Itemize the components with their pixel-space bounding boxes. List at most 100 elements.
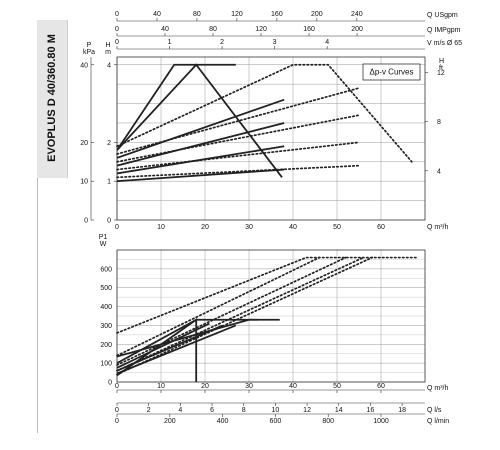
y-tick-label: 2 <box>107 140 111 147</box>
bottom-axis-tick-label: 12 <box>303 407 311 414</box>
bottom-axis-tick-label: 4 <box>178 407 182 414</box>
performance-curve-dotted <box>116 63 413 163</box>
performance-curve-dotted <box>116 114 360 163</box>
performance-curve <box>116 63 283 178</box>
performance-curve <box>116 168 285 183</box>
top-axis-tick-label: 2 <box>220 39 224 46</box>
top-axis-tick-label: 240 <box>351 11 363 18</box>
bottom-axis-tick-label: 14 <box>335 407 343 414</box>
power-curve-dotted <box>116 256 347 366</box>
power-curve-dotted <box>116 256 374 376</box>
y-tick-label: 0 <box>107 218 111 225</box>
top-axis-tick-label: 200 <box>311 11 323 18</box>
top-axis-tick-label: 3 <box>273 39 277 46</box>
top-axis-tick-label: 0 <box>115 39 119 46</box>
x-tick-label: 0 <box>115 224 119 231</box>
top-axis-tick-label: 80 <box>193 11 201 18</box>
bottom-axis-tick-label: 10 <box>272 407 280 414</box>
performance-curve <box>116 122 285 167</box>
y-axis-label: H <box>105 42 110 49</box>
y-tick-label: 100 <box>100 361 112 368</box>
p-tick-label: 40 <box>80 62 88 69</box>
ft-tick-label: 12 <box>437 70 445 77</box>
y-axis-unit: m <box>105 49 111 56</box>
plot-frame <box>116 56 426 221</box>
sidebar-panel <box>37 20 68 178</box>
power-curve-dotted <box>116 256 365 372</box>
top-axis-tick-label: 0 <box>115 26 119 33</box>
top-axis-tick-label: 40 <box>153 11 161 18</box>
y-tick-label: 0 <box>108 380 112 387</box>
p-tick-label: 10 <box>80 179 88 186</box>
bottom-axis-tick-label: 50 <box>333 383 341 390</box>
ft-axis-label: H <box>439 58 444 65</box>
x-tick-label: 10 <box>157 224 165 231</box>
y-tick-label: 400 <box>100 304 112 311</box>
ft-tick-label: 4 <box>437 168 441 175</box>
x-tick-label: 20 <box>201 224 209 231</box>
x-axis-label: Q m³/h <box>427 224 448 231</box>
y-axis-label: P1 <box>99 234 108 241</box>
bottom-axis-tick-label: 2 <box>147 407 151 414</box>
bottom-axis-tick-label: 16 <box>367 407 375 414</box>
power-curve-dotted <box>116 256 418 334</box>
p-tick-label: 20 <box>80 140 88 147</box>
bottom-axis-tick-label: 0 <box>115 407 119 414</box>
performance-curve-dotted <box>116 141 360 171</box>
bottom-axis-tick-label: 0 <box>115 418 119 425</box>
power-curve-dotted <box>116 256 321 357</box>
bottom-axis-tick-label: 8 <box>242 407 246 414</box>
legend-box <box>362 63 421 81</box>
bottom-axis-tick-label: 18 <box>398 407 406 414</box>
bottom-axis-label: Q m³/h <box>427 385 448 392</box>
power-curve <box>116 318 198 382</box>
bottom-axis-tick-label: 1000 <box>373 418 389 425</box>
top-axis-label: V m/s Ø 65 <box>427 40 462 47</box>
y-tick-label: 500 <box>100 285 112 292</box>
bottom-axis-tick-label: 400 <box>217 418 229 425</box>
bottom-axis-label: Q l/min <box>427 418 449 425</box>
top-axis-tick-label: 80 <box>209 26 217 33</box>
y-tick-label: 600 <box>100 266 112 273</box>
bottom-axis-tick-label: 200 <box>164 418 176 425</box>
p-axis-label: P <box>87 42 92 49</box>
bottom-axis-tick-label: 30 <box>245 383 253 390</box>
top-axis-tick-label: 40 <box>161 26 169 33</box>
bottom-axis-tick-label: 800 <box>322 418 334 425</box>
y-tick-label: 4 <box>107 62 111 69</box>
p-axis-unit: kPa <box>83 49 95 56</box>
x-tick-label: 50 <box>333 224 341 231</box>
performance-curve <box>116 98 285 159</box>
y-tick-label: 200 <box>100 342 112 349</box>
top-axis-tick-label: 160 <box>303 26 315 33</box>
bottom-axis-label: Q l/s <box>427 407 442 414</box>
plot-frame <box>116 249 426 383</box>
performance-curve-dotted <box>116 87 360 155</box>
top-axis-label: Q USgpm <box>427 12 458 19</box>
power-curve <box>116 322 210 369</box>
legend-label: Δp-v Curves <box>369 68 413 77</box>
ft-axis-unit: ft <box>439 65 443 72</box>
ft-tick-label: 8 <box>437 119 441 126</box>
top-axis-tick-label: 1 <box>168 39 172 46</box>
bottom-axis-tick-label: 0 <box>115 383 119 390</box>
bottom-axis-tick-label: 10 <box>157 383 165 390</box>
top-axis-tick-label: 0 <box>115 11 119 18</box>
y-tick-label: 300 <box>100 323 112 330</box>
bottom-axis-tick-label: 40 <box>289 383 297 390</box>
top-axis-tick-label: 4 <box>325 39 329 46</box>
p-tick-label: 0 <box>84 218 88 225</box>
y-tick-label: 1 <box>107 179 111 186</box>
top-axis-tick-label: 120 <box>231 11 243 18</box>
x-tick-label: 40 <box>289 224 297 231</box>
bottom-axis-tick-label: 20 <box>201 383 209 390</box>
x-tick-label: 60 <box>377 224 385 231</box>
bottom-axis-tick-label: 6 <box>210 407 214 414</box>
top-axis-tick-label: 160 <box>271 11 283 18</box>
divider-line <box>37 178 38 433</box>
bottom-axis-tick-label: 600 <box>270 418 282 425</box>
y-axis-unit: W <box>100 241 107 248</box>
top-axis-tick-label: 120 <box>255 26 267 33</box>
bottom-axis-tick-label: 60 <box>377 383 385 390</box>
performance-curve-dotted <box>116 164 360 179</box>
